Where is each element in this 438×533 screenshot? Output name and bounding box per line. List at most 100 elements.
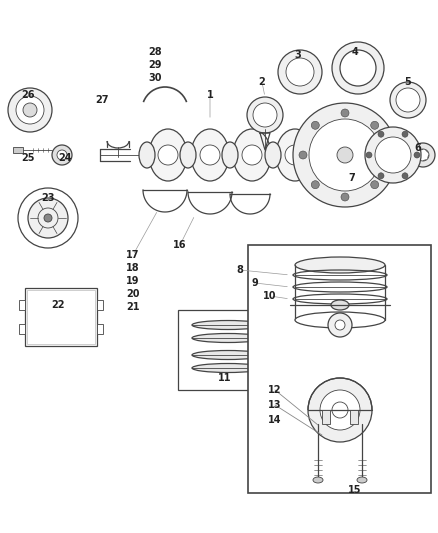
Circle shape [247, 97, 283, 133]
Text: 6: 6 [415, 143, 421, 153]
Ellipse shape [295, 257, 385, 273]
Circle shape [366, 152, 372, 158]
Circle shape [341, 193, 349, 201]
Circle shape [308, 378, 372, 442]
Text: 18: 18 [126, 263, 140, 273]
Text: 17: 17 [126, 250, 140, 260]
Ellipse shape [192, 320, 264, 329]
Bar [19, 324, 25, 334]
Ellipse shape [192, 364, 264, 373]
Circle shape [340, 50, 376, 86]
Bar [27, 290, 95, 344]
Ellipse shape [191, 129, 229, 181]
Text: 2: 2 [258, 77, 265, 87]
Circle shape [286, 58, 314, 86]
Circle shape [158, 145, 178, 165]
Circle shape [52, 145, 72, 165]
Ellipse shape [233, 129, 271, 181]
Bar [97, 324, 103, 334]
Bar [350, 410, 358, 424]
Text: 22: 22 [51, 300, 65, 310]
Text: 14: 14 [268, 415, 282, 425]
Text: 5: 5 [405, 77, 411, 87]
Circle shape [23, 103, 37, 117]
Text: 24: 24 [58, 153, 72, 163]
Bar [19, 300, 25, 310]
Ellipse shape [331, 300, 349, 310]
Circle shape [390, 82, 426, 118]
Circle shape [253, 103, 277, 127]
Text: 25: 25 [21, 153, 35, 163]
Text: 20: 20 [126, 289, 140, 299]
Text: 1: 1 [207, 90, 213, 100]
Circle shape [28, 198, 68, 238]
Text: 21: 21 [126, 302, 140, 312]
Circle shape [16, 96, 44, 124]
Circle shape [200, 145, 220, 165]
Text: 8: 8 [237, 265, 244, 275]
Text: 16: 16 [173, 240, 187, 250]
Text: 29: 29 [148, 60, 162, 70]
Circle shape [335, 320, 345, 330]
Ellipse shape [313, 477, 323, 483]
Text: 30: 30 [148, 73, 162, 83]
Text: 13: 13 [268, 400, 282, 410]
Ellipse shape [265, 142, 281, 168]
Circle shape [293, 103, 397, 207]
Circle shape [365, 127, 421, 183]
Circle shape [396, 88, 420, 112]
Ellipse shape [149, 129, 187, 181]
Ellipse shape [357, 477, 367, 483]
Text: 23: 23 [41, 193, 55, 203]
Text: 11: 11 [218, 373, 232, 383]
Circle shape [278, 50, 322, 94]
Ellipse shape [192, 351, 264, 359]
Circle shape [311, 181, 319, 189]
Circle shape [402, 173, 408, 179]
Circle shape [8, 88, 52, 132]
Circle shape [328, 313, 352, 337]
Ellipse shape [295, 312, 385, 328]
Circle shape [378, 173, 384, 179]
Text: 4: 4 [352, 47, 358, 57]
Circle shape [414, 152, 420, 158]
Ellipse shape [222, 142, 238, 168]
Text: 26: 26 [21, 90, 35, 100]
Circle shape [299, 151, 307, 159]
Circle shape [337, 147, 353, 163]
Text: 10: 10 [263, 291, 277, 301]
Bar [248, 245, 431, 493]
Circle shape [371, 122, 379, 130]
Bar [322, 410, 330, 424]
Bar [13, 147, 23, 153]
Circle shape [332, 42, 384, 94]
Circle shape [57, 150, 67, 160]
Circle shape [44, 214, 52, 222]
Text: 27: 27 [95, 95, 109, 105]
Ellipse shape [180, 142, 196, 168]
Bar [97, 300, 103, 310]
Ellipse shape [139, 142, 155, 168]
Circle shape [383, 151, 391, 159]
Circle shape [311, 122, 319, 130]
Text: 28: 28 [148, 47, 162, 57]
Text: 12: 12 [268, 385, 282, 395]
Circle shape [411, 143, 435, 167]
Circle shape [375, 137, 411, 173]
Ellipse shape [307, 142, 323, 168]
Circle shape [320, 390, 360, 430]
Text: 3: 3 [295, 50, 301, 60]
Circle shape [417, 149, 429, 161]
Bar [178, 310, 278, 390]
Bar [25, 288, 97, 346]
Text: 19: 19 [126, 276, 140, 286]
Circle shape [341, 109, 349, 117]
Circle shape [371, 181, 379, 189]
Ellipse shape [192, 334, 264, 343]
Text: 7: 7 [349, 173, 355, 183]
Text: 9: 9 [251, 278, 258, 288]
Circle shape [402, 131, 408, 137]
Circle shape [378, 131, 384, 137]
Ellipse shape [276, 129, 314, 181]
Circle shape [242, 145, 262, 165]
